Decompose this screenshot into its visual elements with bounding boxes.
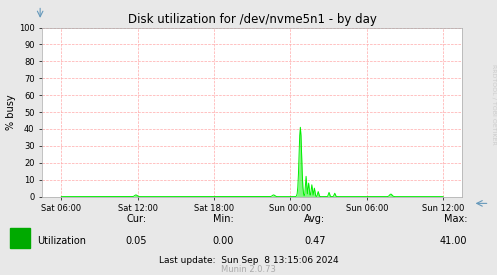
Text: 0.47: 0.47 [304,236,326,246]
Text: Munin 2.0.73: Munin 2.0.73 [221,265,276,274]
Text: Max:: Max: [444,214,467,224]
Text: Cur:: Cur: [127,214,147,224]
Text: Utilization: Utilization [37,236,86,246]
Text: 0.00: 0.00 [212,236,234,246]
Text: 0.05: 0.05 [125,236,147,246]
Text: Min:: Min: [213,214,234,224]
Text: RRDTOOL / TOBI OETIKER: RRDTOOL / TOBI OETIKER [491,64,496,145]
Title: Disk utilization for /dev/nvme5n1 - by day: Disk utilization for /dev/nvme5n1 - by d… [128,13,377,26]
Text: Avg:: Avg: [304,214,326,224]
Y-axis label: % busy: % busy [6,94,16,130]
Text: 41.00: 41.00 [440,236,467,246]
Text: Last update:  Sun Sep  8 13:15:06 2024: Last update: Sun Sep 8 13:15:06 2024 [159,255,338,265]
